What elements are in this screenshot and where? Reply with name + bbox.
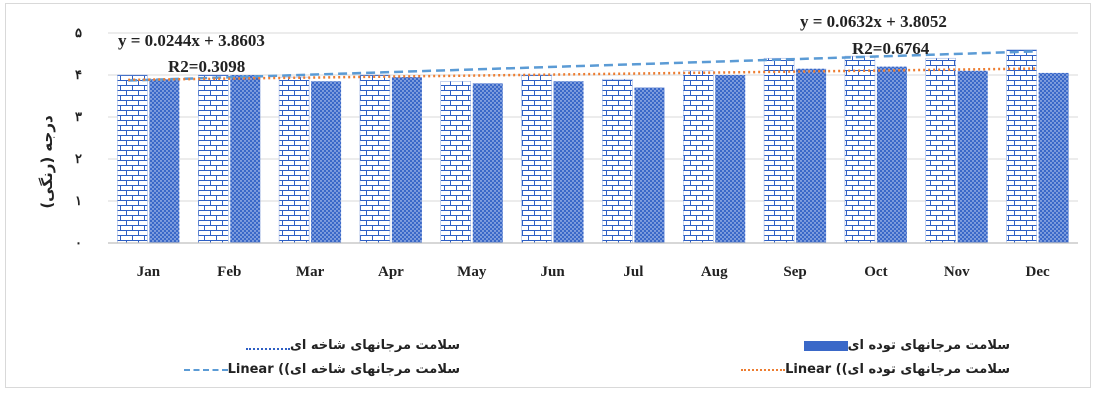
legend-swatch-dashed xyxy=(183,368,228,371)
legend-label-branching: سلامت مرجانهای شاخه ای xyxy=(290,338,460,353)
legend-swatch-dotted xyxy=(741,368,786,371)
x-tick-label: Oct xyxy=(864,264,887,280)
x-tick-label: Jan xyxy=(137,264,161,280)
y-tick-label: ۳ xyxy=(75,109,82,124)
trendlines xyxy=(128,50,1038,82)
bar-massive xyxy=(553,81,584,243)
legend-swatch-brick xyxy=(246,341,291,350)
bar-branching xyxy=(198,74,229,244)
bar-branching xyxy=(1006,49,1037,244)
legend-item-branching: سلامت مرجانهای شاخه ای xyxy=(100,338,460,353)
trendline-dashed xyxy=(128,50,1038,82)
bar-massive xyxy=(472,83,503,244)
trendline-r2-massive: R2=0.3098 xyxy=(168,57,245,76)
y-tick-label: ۴ xyxy=(75,67,82,82)
bar-massive xyxy=(796,68,827,243)
y-tick-label: ۵ xyxy=(75,25,82,40)
bar-massive xyxy=(230,75,261,243)
legend-item-branching-linear: سلامت مرجانهای شاخه ای)) Linear xyxy=(100,362,460,377)
bar-branching xyxy=(763,57,795,244)
trendline-equation-massive: y = 0.0244x + 3.8603 xyxy=(118,31,265,50)
x-tick-label: Feb xyxy=(217,264,241,280)
bar-massive xyxy=(149,79,180,243)
y-axis-label: درجه (رنگی) xyxy=(38,115,56,209)
chart-frame xyxy=(5,3,1091,388)
bar-massive xyxy=(1038,72,1069,244)
bar-massive xyxy=(876,66,907,243)
bar-branching xyxy=(521,74,552,244)
trendline-r2-branching: R2=0.6764 xyxy=(852,39,930,58)
x-tick-label: Mar xyxy=(296,264,325,280)
bar-massive xyxy=(957,70,988,243)
legend-item-massive: سلامت مرجانهای توده ای xyxy=(650,338,1010,353)
bar-massive xyxy=(391,77,422,243)
bar-massive xyxy=(715,75,746,243)
x-tick-label: Nov xyxy=(944,264,970,280)
x-tick-label: Sep xyxy=(783,264,806,280)
y-tick-label: ۱ xyxy=(75,193,82,208)
x-tick-label: Apr xyxy=(378,264,404,280)
x-tick-label: Jun xyxy=(540,264,565,280)
legend-swatch-dots xyxy=(803,340,848,351)
bar-branching xyxy=(117,74,148,244)
x-tick-label: Jul xyxy=(623,264,643,280)
trendline-equation-branching: y = 0.0632x + 3.8052 xyxy=(800,12,947,31)
bar-branching xyxy=(440,81,471,244)
bar-branching xyxy=(683,70,714,244)
legend-item-massive-linear: سلامت مرجانهای توده ای)) Linear xyxy=(650,362,1010,377)
y-tick-label: ۰ xyxy=(75,235,82,250)
x-tick-label: Dec xyxy=(1026,264,1050,280)
bar-branching xyxy=(925,57,956,244)
bar-branching xyxy=(359,74,391,244)
legend-label-massive: سلامت مرجانهای توده ای xyxy=(847,338,1010,353)
legend-label-branching-linear: سلامت مرجانهای شاخه ای)) Linear xyxy=(227,362,460,377)
axes: ۰ ۱ ۲ ۳ ۴ ۵ Jan Feb Mar Apr May Jun Jul Aug Sep Oct Nov D… xyxy=(75,25,1078,280)
x-tick-label: Aug xyxy=(701,264,728,280)
bar-branching xyxy=(602,78,633,244)
x-tick-label: May xyxy=(457,264,487,280)
bar-branching xyxy=(844,55,876,244)
bars xyxy=(117,49,1069,244)
y-tick-label: ۲ xyxy=(75,151,82,166)
bar-massive xyxy=(311,81,342,243)
trendline-dotted xyxy=(128,67,1038,82)
legend-label-massive-linear: سلامت مرجانهای توده ای)) Linear xyxy=(785,362,1010,377)
bar-massive xyxy=(634,87,665,243)
bar-branching xyxy=(278,76,310,244)
